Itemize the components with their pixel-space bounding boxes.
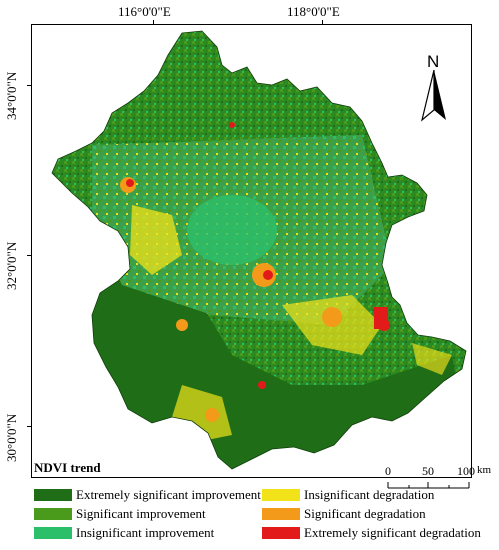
legend-label: Insignificant degradation [304, 487, 435, 502]
legend-label: Significant improvement [76, 506, 206, 521]
latitude-label-30n: 30°0'0"N [4, 413, 19, 462]
legend-swatch [34, 527, 72, 539]
lon-tick-116 [153, 20, 154, 24]
legend-swatch [262, 527, 300, 539]
legend-title: NDVI trend [34, 460, 101, 475]
legend-swatch [34, 508, 72, 520]
map-canvas [51, 30, 467, 470]
legend-swatch [262, 489, 300, 501]
legend-swatch [34, 489, 72, 501]
lat-tick-34 [27, 85, 31, 86]
north-label: N [427, 52, 440, 71]
map-frame [31, 24, 472, 478]
scale-label-100: 100 [457, 464, 475, 478]
legend-item-insignificant-improvement: Insignificant improvement [34, 525, 214, 541]
legend-label: Extremely significant improvement [76, 487, 261, 502]
legend-item-insignificant-degradation: Insignificant degradation [262, 487, 434, 503]
scale-bar-line [387, 482, 470, 489]
longitude-label-116e: 116°0'0"E [118, 4, 171, 19]
scale-unit: km [477, 464, 492, 476]
latitude-label-32n: 32°0'0"N [4, 241, 19, 290]
legend-item-significant-degradation: Significant degradation [262, 506, 426, 522]
legend-swatch [262, 508, 300, 520]
legend-item-significant-improvement: Significant improvement [34, 506, 206, 522]
lat-tick-30 [27, 426, 31, 427]
lat-tick-32 [27, 255, 31, 256]
legend-item-extremely-significant-degradation: Extremely significant degradation [262, 525, 481, 541]
legend-label: Insignificant improvement [76, 525, 215, 540]
legend-item-extremely-significant-improvement: Extremely significant improvement [34, 487, 261, 503]
longitude-label-118e: 118°0'0"E [287, 4, 340, 19]
latitude-label-34n: 34°0'0"N [4, 71, 19, 120]
scale-label-0: 0 [385, 464, 391, 478]
legend-label: Extremely significant degradation [304, 525, 481, 540]
north-arrow-icon [420, 70, 446, 122]
scale-bar: 0 50 100 km [385, 464, 491, 494]
legend-label: Significant degradation [304, 506, 426, 521]
scale-label-50: 50 [422, 464, 434, 478]
lon-tick-118 [322, 20, 323, 24]
north-arrow: N [416, 52, 452, 122]
